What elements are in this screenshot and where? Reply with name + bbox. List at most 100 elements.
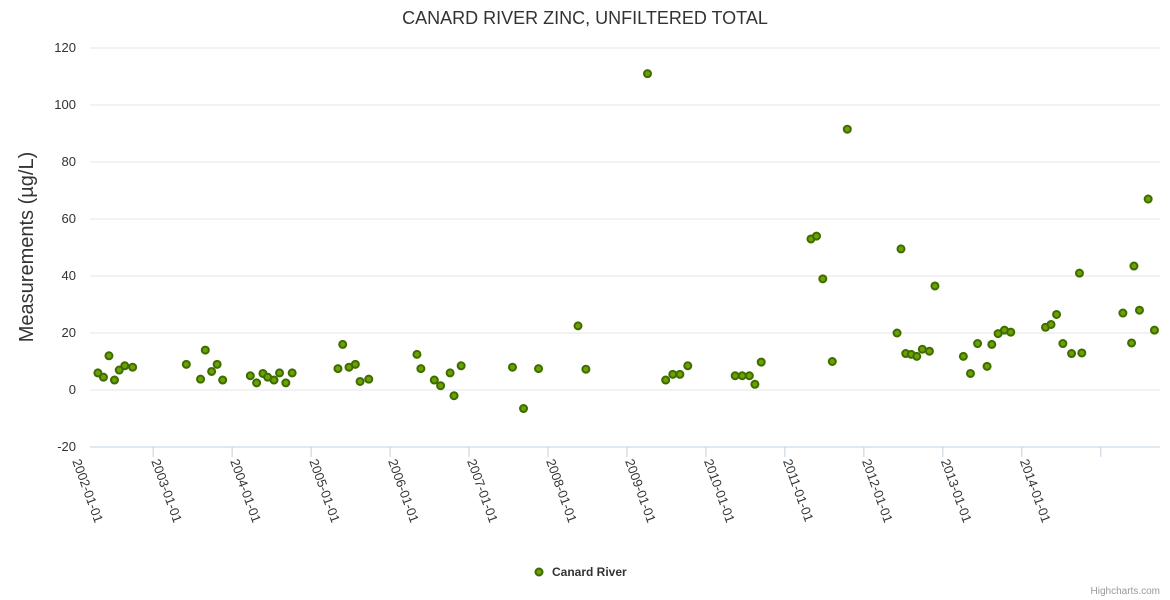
data-point[interactable] <box>355 376 365 386</box>
data-point[interactable] <box>1074 268 1084 278</box>
data-point[interactable] <box>218 375 228 385</box>
data-point[interactable] <box>98 372 108 382</box>
data-point[interactable] <box>1046 319 1056 329</box>
data-point[interactable] <box>364 374 374 384</box>
data-point[interactable] <box>744 371 754 381</box>
chart-title: CANARD RIVER ZINC, UNFILTERED TOTAL <box>402 8 768 28</box>
data-point[interactable] <box>128 362 138 372</box>
data-point[interactable] <box>245 371 255 381</box>
data-point[interactable] <box>200 345 210 355</box>
y-tick-label: 20 <box>62 325 76 340</box>
data-point[interactable] <box>827 357 837 366</box>
y-axis-label: Measurements (µg/L) <box>16 152 38 342</box>
data-point[interactable] <box>811 231 821 241</box>
y-tick-label: 100 <box>54 97 76 112</box>
data-point[interactable] <box>212 359 222 369</box>
x-tick-label: 2012-01-01 <box>859 457 896 525</box>
data-point[interactable] <box>675 369 685 379</box>
data-point[interactable] <box>737 371 747 381</box>
data-point[interactable] <box>1134 305 1144 315</box>
data-point[interactable] <box>181 359 191 369</box>
data-point[interactable] <box>449 391 459 401</box>
data-point[interactable] <box>1067 349 1077 359</box>
data-point[interactable] <box>1006 327 1016 337</box>
x-tick-label: 2007-01-01 <box>464 457 501 525</box>
data-point[interactable] <box>896 244 906 254</box>
data-point[interactable] <box>338 339 348 349</box>
x-tick-label: 2005-01-01 <box>306 457 343 525</box>
data-point[interactable] <box>507 362 517 372</box>
data-point[interactable] <box>445 368 455 378</box>
x-tick-label: 2002-01-01 <box>69 457 106 525</box>
x-tick-label: 2013-01-01 <box>938 457 975 525</box>
data-point[interactable] <box>987 339 997 349</box>
data-point[interactable] <box>333 364 343 374</box>
data-point[interactable] <box>756 357 766 367</box>
data-points <box>93 69 1159 414</box>
data-point[interactable] <box>534 364 544 374</box>
data-point[interactable] <box>350 359 360 369</box>
y-tick-label: 0 <box>69 382 76 397</box>
data-point[interactable] <box>750 379 760 389</box>
data-point[interactable] <box>93 368 103 378</box>
data-point[interactable] <box>683 361 693 371</box>
data-point[interactable] <box>412 349 422 359</box>
data-point[interactable] <box>1143 194 1153 204</box>
data-point[interactable] <box>581 364 591 374</box>
data-point[interactable] <box>1052 309 1062 319</box>
x-tick-label: 2004-01-01 <box>227 457 264 525</box>
data-point[interactable] <box>892 328 902 338</box>
data-point[interactable] <box>668 369 678 379</box>
data-point[interactable] <box>1058 339 1068 349</box>
x-tick-label: 2011-01-01 <box>780 457 817 524</box>
data-point[interactable] <box>973 339 983 349</box>
data-point[interactable] <box>287 368 297 378</box>
data-point[interactable] <box>924 346 934 356</box>
data-point[interactable] <box>573 321 583 331</box>
y-tick-label: -20 <box>57 439 76 454</box>
x-tick-label: 2006-01-01 <box>385 457 422 525</box>
data-point[interactable] <box>1149 325 1159 335</box>
data-point[interactable] <box>661 375 671 385</box>
data-point[interactable] <box>912 351 922 361</box>
data-point[interactable] <box>114 365 124 375</box>
y-tick-label: 60 <box>62 211 76 226</box>
legend-label: Canard River <box>552 565 627 579</box>
data-point[interactable] <box>519 404 529 414</box>
x-tick-label: 2014-01-01 <box>1017 457 1054 525</box>
credits-link[interactable]: Highcharts.com <box>1091 586 1160 597</box>
data-point[interactable] <box>965 368 975 378</box>
x-tick-label: 2010-01-01 <box>701 457 738 525</box>
data-point[interactable] <box>842 124 852 134</box>
data-point[interactable] <box>818 274 828 284</box>
x-tick-label: 2009-01-01 <box>622 457 659 525</box>
data-point[interactable] <box>429 375 439 385</box>
data-point[interactable] <box>643 69 653 79</box>
data-point[interactable] <box>436 381 446 391</box>
data-point[interactable] <box>275 368 285 378</box>
data-point[interactable] <box>104 351 114 361</box>
data-point[interactable] <box>982 361 992 371</box>
data-point[interactable] <box>120 361 130 371</box>
y-axis-ticks: -20 0 20 40 60 80 100 120 <box>54 40 76 454</box>
data-point[interactable] <box>730 371 740 381</box>
data-point[interactable] <box>252 378 262 388</box>
data-point[interactable] <box>1118 308 1128 318</box>
data-point[interactable] <box>109 375 119 385</box>
data-point[interactable] <box>196 374 206 384</box>
data-point[interactable] <box>416 364 426 374</box>
data-point[interactable] <box>207 366 217 376</box>
data-point[interactable] <box>456 361 466 371</box>
x-tick-label: 2003-01-01 <box>148 457 185 525</box>
data-point[interactable] <box>281 378 291 388</box>
data-point[interactable] <box>269 375 279 385</box>
y-tick-label: 80 <box>62 154 76 169</box>
data-point[interactable] <box>930 281 940 291</box>
data-point[interactable] <box>1129 261 1139 271</box>
legend-item-canard-river[interactable]: Canard River <box>534 565 628 579</box>
data-point[interactable] <box>958 351 968 361</box>
data-point[interactable] <box>1127 338 1137 348</box>
data-point[interactable] <box>917 344 927 354</box>
data-point[interactable] <box>1077 348 1087 358</box>
